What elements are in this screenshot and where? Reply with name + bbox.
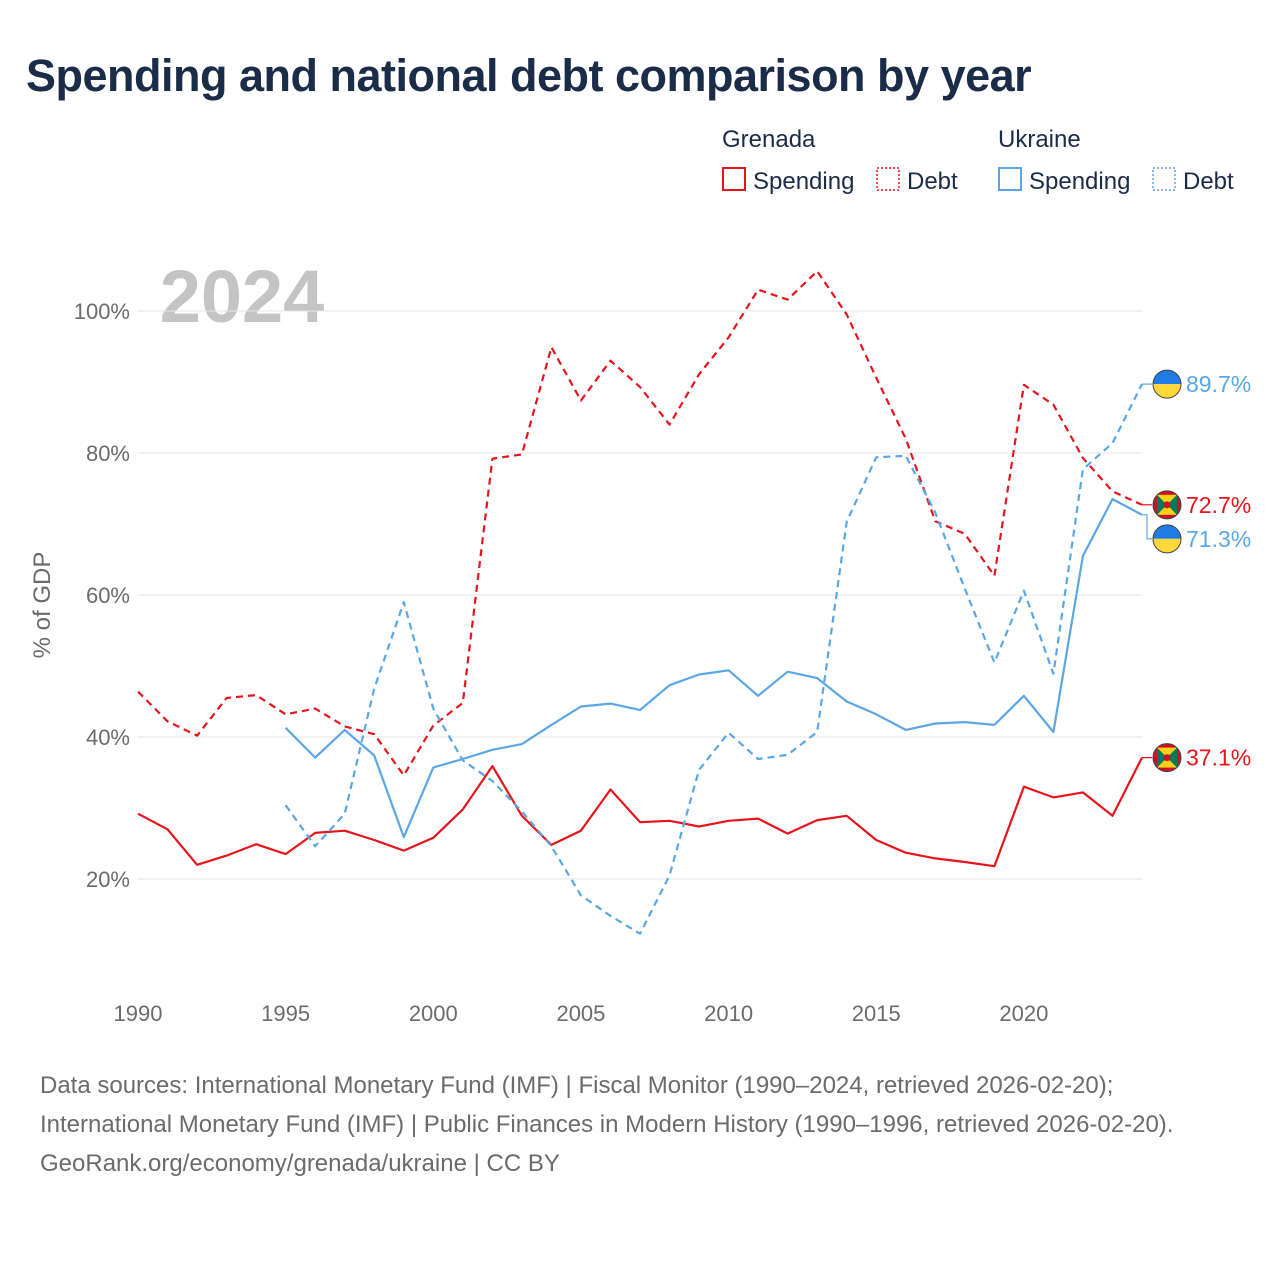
gridlines bbox=[138, 310, 1142, 880]
x-tick-label: 2010 bbox=[704, 1001, 753, 1026]
x-tick-label: 2020 bbox=[999, 1001, 1048, 1026]
legend-label-ukraine-debt[interactable]: Debt bbox=[1183, 168, 1234, 195]
end-ukraine-spending-connector bbox=[1142, 514, 1152, 540]
legend-label-grenada-spending[interactable]: Spending bbox=[753, 168, 854, 195]
ukraine-spending-line bbox=[284, 498, 1143, 839]
end-grenada-spending-value: 37.1% bbox=[1186, 745, 1251, 771]
ukraine-debt-line bbox=[284, 383, 1143, 935]
legend-country-grenada: Grenada bbox=[722, 126, 816, 153]
end-labels: 89.7% 72.7% 71.3% 37.1% bbox=[1142, 369, 1251, 773]
series-lines bbox=[137, 270, 1143, 935]
end-grenada-debt-value: 72.7% bbox=[1186, 492, 1251, 518]
data-sources: Data sources: International Monetary Fun… bbox=[40, 1072, 1174, 1138]
legend-swatch-grenada-debt bbox=[876, 167, 900, 191]
end-ukraine-debt-value: 89.7% bbox=[1186, 371, 1251, 397]
ukraine-flag-icon bbox=[1152, 369, 1182, 399]
legend-swatch-ukraine-spending bbox=[998, 167, 1022, 191]
y-axis-label: % of GDP bbox=[29, 552, 56, 659]
legend-label-ukraine-spending[interactable]: Spending bbox=[1029, 168, 1130, 195]
footer: Data sources: International Monetary Fun… bbox=[40, 1066, 1240, 1183]
grenada-flag-icon bbox=[1152, 743, 1182, 773]
end-ukraine-spending-value: 71.3% bbox=[1186, 526, 1251, 552]
grenada-debt-line bbox=[137, 270, 1143, 777]
y-tick-label: 100% bbox=[74, 299, 130, 324]
x-tick-label: 2000 bbox=[409, 1001, 458, 1026]
x-tick-label: 2015 bbox=[852, 1001, 901, 1026]
year-watermark: 2024 bbox=[160, 255, 325, 338]
y-axis-ticks: 20% 40% 60% 80% 100% bbox=[74, 299, 130, 892]
y-tick-label: 60% bbox=[86, 583, 130, 608]
line-chart: 2024 Grenada Spending Debt Ukraine Spending D… bbox=[29, 126, 1251, 1026]
x-axis-ticks: 1990 1995 2000 2005 2010 2015 2020 bbox=[114, 1001, 1049, 1026]
chart-title: Spending and national debt comparison by… bbox=[26, 50, 1032, 101]
legend: Grenada Spending Debt Ukraine Spending Debt bbox=[722, 126, 1234, 195]
y-tick-label: 20% bbox=[86, 867, 130, 892]
legend-country-ukraine: Ukraine bbox=[998, 126, 1081, 153]
legend-label-grenada-debt[interactable]: Debt bbox=[907, 168, 958, 195]
y-tick-label: 80% bbox=[86, 441, 130, 466]
grenada-flag-icon bbox=[1152, 490, 1182, 520]
x-tick-label: 2005 bbox=[556, 1001, 605, 1026]
x-tick-label: 1995 bbox=[261, 1001, 310, 1026]
legend-swatch-ukraine-debt bbox=[1152, 167, 1176, 191]
grenada-spending-line bbox=[137, 757, 1143, 868]
legend-swatch-grenada-spending bbox=[722, 167, 746, 191]
y-tick-label: 40% bbox=[86, 725, 130, 750]
ukraine-flag-icon bbox=[1152, 524, 1182, 554]
credit-link[interactable]: GeoRank.org/economy/grenada/ukraine | CC… bbox=[40, 1150, 560, 1177]
x-tick-label: 1990 bbox=[114, 1001, 163, 1026]
